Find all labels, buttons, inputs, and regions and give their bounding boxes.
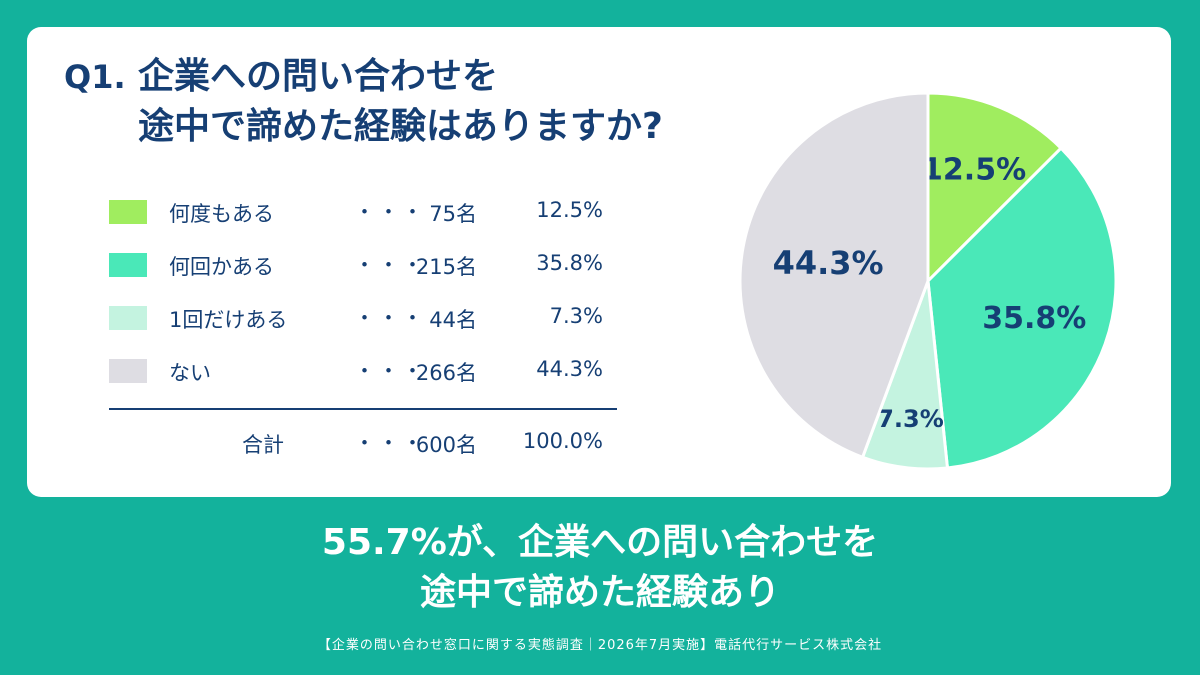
legend-dots: ・・・: [354, 200, 426, 224]
pie-slice: [926, 146, 1118, 470]
legend-table: 何度もある ・・・ 75名 12.5% 何回かある ・・・ 215名 35.8%…: [109, 192, 619, 404]
legend-swatch: [109, 253, 147, 277]
legend-swatch: [109, 306, 147, 330]
question-number: Q1.: [64, 58, 126, 96]
pie-slice-label: 7.3%: [877, 405, 944, 433]
question-line-2: 途中で諦めた経験はありますか?: [138, 106, 663, 147]
headline: 55.7%が、企業への問い合わせを 途中で諦めた経験あり: [0, 518, 1200, 618]
total-label: 合計: [242, 433, 284, 457]
question-title: Q1. 企業への問い合わせを 途中で諦めた経験はありますか?: [64, 52, 663, 152]
legend-row: 何回かある ・・・ 215名 35.8%: [109, 245, 619, 298]
legend-count: 215名: [415, 255, 477, 279]
legend-swatch: [109, 200, 147, 224]
legend-swatch: [109, 359, 147, 383]
pie-slice-label: 44.3%: [773, 244, 884, 282]
pie-slice-label: 12.5%: [922, 152, 1026, 187]
legend-dots: ・・・: [354, 359, 426, 383]
headline-line-1: 55.7%が、企業への問い合わせを: [321, 522, 879, 563]
pie-slice: [738, 91, 930, 460]
headline-line-2: 途中で諦めた経験あり: [419, 572, 780, 613]
legend-percent: 44.3%: [536, 357, 603, 381]
legend-row: ない ・・・ 266名 44.3%: [109, 351, 619, 404]
total-row: 合計 ・・・ 600名 100.0%: [109, 429, 619, 469]
legend-label: 何回かある: [169, 255, 274, 279]
legend-percent: 7.3%: [549, 304, 603, 328]
pie-slice-label: 35.8%: [982, 301, 1086, 336]
legend-count: 44名: [429, 308, 477, 332]
total-divider: [109, 408, 617, 410]
legend-label: ない: [169, 361, 211, 385]
legend-count: 266名: [415, 361, 477, 385]
legend-row: 1回だけある ・・・ 44名 7.3%: [109, 298, 619, 351]
legend-dots: ・・・: [354, 253, 426, 277]
total-count: 600名: [415, 433, 477, 457]
total-dots: ・・・: [354, 431, 426, 455]
question-line-1: 企業への問い合わせを: [138, 56, 499, 97]
legend-label: 何度もある: [169, 202, 274, 226]
pie-slice: [926, 91, 1064, 285]
legend-count: 75名: [429, 202, 477, 226]
legend-label: 1回だけある: [169, 308, 288, 332]
legend-dots: ・・・: [354, 306, 426, 330]
legend-percent: 12.5%: [536, 198, 603, 222]
pie-chart: 12.5% 35.8% 7.3% 44.3%: [738, 91, 1118, 471]
legend-row: 何度もある ・・・ 75名 12.5%: [109, 192, 619, 245]
total-percent: 100.0%: [522, 429, 603, 453]
legend-percent: 35.8%: [536, 251, 603, 275]
source-footer: 【企業の問い合わせ窓口に関する実態調査｜2026年7月実施】電話代行サービス株式…: [317, 638, 883, 653]
